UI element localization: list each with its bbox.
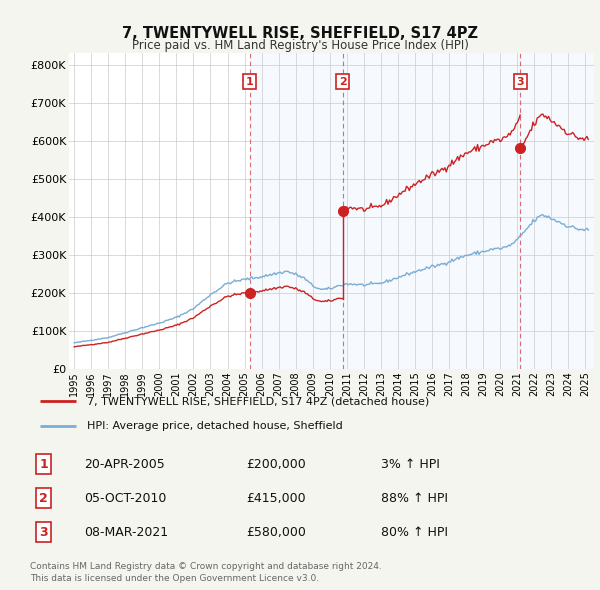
Text: 1: 1 (245, 77, 253, 87)
Text: HPI: Average price, detached house, Sheffield: HPI: Average price, detached house, Shef… (87, 421, 343, 431)
Text: 1: 1 (39, 457, 48, 471)
Text: 08-MAR-2021: 08-MAR-2021 (84, 526, 168, 539)
Text: 3% ↑ HPI: 3% ↑ HPI (381, 457, 440, 471)
Text: £415,000: £415,000 (246, 491, 305, 504)
Text: 7, TWENTYWELL RISE, SHEFFIELD, S17 4PZ: 7, TWENTYWELL RISE, SHEFFIELD, S17 4PZ (122, 26, 478, 41)
Bar (343, 53, 520, 369)
Text: 2: 2 (339, 77, 347, 87)
Text: 88% ↑ HPI: 88% ↑ HPI (381, 491, 448, 504)
Text: 3: 3 (517, 77, 524, 87)
Text: 20-APR-2005: 20-APR-2005 (84, 457, 165, 471)
Bar (520, 53, 594, 369)
Text: 80% ↑ HPI: 80% ↑ HPI (381, 526, 448, 539)
Text: 3: 3 (39, 526, 48, 539)
Text: 2: 2 (39, 491, 48, 504)
Text: £200,000: £200,000 (246, 457, 306, 471)
Text: 05-OCT-2010: 05-OCT-2010 (84, 491, 166, 504)
Text: Contains HM Land Registry data © Crown copyright and database right 2024.
This d: Contains HM Land Registry data © Crown c… (30, 562, 382, 583)
Text: £580,000: £580,000 (246, 526, 306, 539)
Bar (250, 53, 343, 369)
Text: 7, TWENTYWELL RISE, SHEFFIELD, S17 4PZ (detached house): 7, TWENTYWELL RISE, SHEFFIELD, S17 4PZ (… (87, 396, 429, 407)
Text: Price paid vs. HM Land Registry's House Price Index (HPI): Price paid vs. HM Land Registry's House … (131, 39, 469, 52)
